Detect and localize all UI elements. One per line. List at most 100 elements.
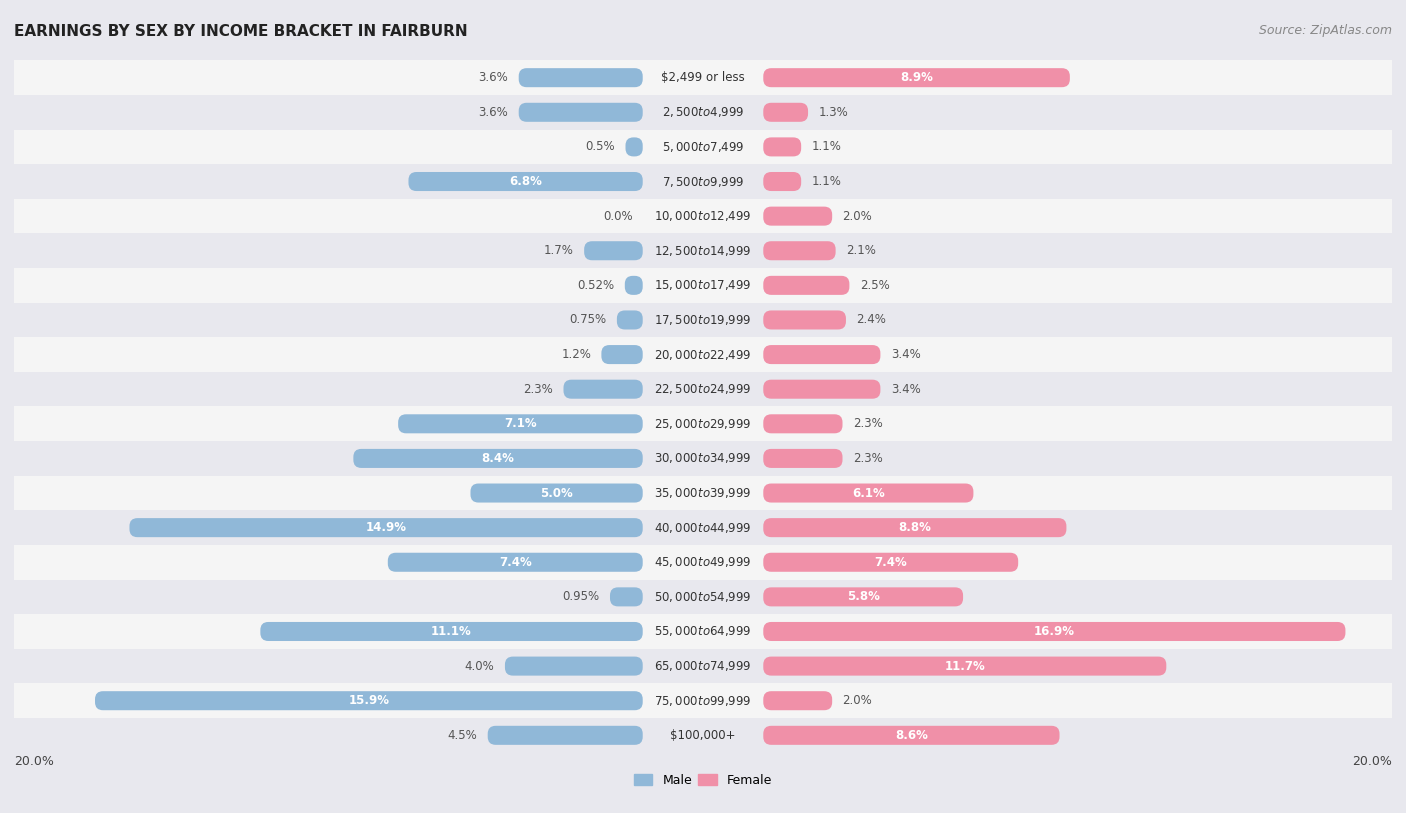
Bar xyxy=(14,476,1392,511)
Text: $55,000 to $64,999: $55,000 to $64,999 xyxy=(654,624,752,638)
Text: 0.75%: 0.75% xyxy=(569,314,606,327)
Text: Source: ZipAtlas.com: Source: ZipAtlas.com xyxy=(1258,24,1392,37)
FancyBboxPatch shape xyxy=(353,449,643,468)
Text: $20,000 to $22,499: $20,000 to $22,499 xyxy=(654,348,752,362)
Text: $35,000 to $39,999: $35,000 to $39,999 xyxy=(654,486,752,500)
Text: $25,000 to $29,999: $25,000 to $29,999 xyxy=(654,417,752,431)
Text: 1.3%: 1.3% xyxy=(818,106,848,119)
FancyBboxPatch shape xyxy=(763,553,1018,572)
Text: 8.8%: 8.8% xyxy=(898,521,931,534)
Text: $2,499 or less: $2,499 or less xyxy=(661,72,745,85)
Text: 3.4%: 3.4% xyxy=(891,383,921,396)
FancyBboxPatch shape xyxy=(763,102,808,122)
Text: 3.4%: 3.4% xyxy=(891,348,921,361)
Bar xyxy=(14,406,1392,441)
FancyBboxPatch shape xyxy=(564,380,643,398)
Text: 2.0%: 2.0% xyxy=(842,694,872,707)
Bar xyxy=(14,649,1392,684)
FancyBboxPatch shape xyxy=(763,657,1167,676)
Bar xyxy=(14,268,1392,302)
Text: $22,500 to $24,999: $22,500 to $24,999 xyxy=(654,382,752,396)
Bar xyxy=(14,614,1392,649)
FancyBboxPatch shape xyxy=(763,207,832,226)
FancyBboxPatch shape xyxy=(409,172,643,191)
FancyBboxPatch shape xyxy=(583,241,643,260)
Text: 11.1%: 11.1% xyxy=(432,625,472,638)
Text: 4.0%: 4.0% xyxy=(465,659,495,672)
FancyBboxPatch shape xyxy=(763,345,880,364)
FancyBboxPatch shape xyxy=(626,137,643,156)
FancyBboxPatch shape xyxy=(763,311,846,329)
Text: 5.8%: 5.8% xyxy=(846,590,880,603)
Text: 1.1%: 1.1% xyxy=(811,141,841,154)
FancyBboxPatch shape xyxy=(519,102,643,122)
FancyBboxPatch shape xyxy=(519,68,643,87)
Text: $5,000 to $7,499: $5,000 to $7,499 xyxy=(662,140,744,154)
Text: $7,500 to $9,999: $7,500 to $9,999 xyxy=(662,175,744,189)
Text: 3.6%: 3.6% xyxy=(478,72,509,85)
Text: 20.0%: 20.0% xyxy=(1353,755,1392,768)
Text: 2.1%: 2.1% xyxy=(846,244,876,257)
FancyBboxPatch shape xyxy=(602,345,643,364)
Text: 2.3%: 2.3% xyxy=(523,383,553,396)
Text: 11.7%: 11.7% xyxy=(945,659,986,672)
Text: 0.95%: 0.95% xyxy=(562,590,599,603)
Text: 2.5%: 2.5% xyxy=(859,279,890,292)
FancyBboxPatch shape xyxy=(763,622,1346,641)
Text: EARNINGS BY SEX BY INCOME BRACKET IN FAIRBURN: EARNINGS BY SEX BY INCOME BRACKET IN FAI… xyxy=(14,24,468,39)
Bar xyxy=(14,233,1392,268)
Text: 1.7%: 1.7% xyxy=(544,244,574,257)
Text: 0.5%: 0.5% xyxy=(585,141,616,154)
FancyBboxPatch shape xyxy=(763,276,849,295)
Text: $40,000 to $44,999: $40,000 to $44,999 xyxy=(654,520,752,535)
Text: 4.5%: 4.5% xyxy=(447,728,478,741)
Bar xyxy=(14,545,1392,580)
Text: $50,000 to $54,999: $50,000 to $54,999 xyxy=(654,590,752,604)
Text: $100,000+: $100,000+ xyxy=(671,728,735,741)
FancyBboxPatch shape xyxy=(505,657,643,676)
Text: $75,000 to $99,999: $75,000 to $99,999 xyxy=(654,693,752,707)
FancyBboxPatch shape xyxy=(763,449,842,468)
Bar xyxy=(14,718,1392,753)
FancyBboxPatch shape xyxy=(488,726,643,745)
FancyBboxPatch shape xyxy=(624,276,643,295)
Text: 2.3%: 2.3% xyxy=(853,417,883,430)
FancyBboxPatch shape xyxy=(388,553,643,572)
Bar xyxy=(14,441,1392,476)
Text: 2.0%: 2.0% xyxy=(842,210,872,223)
FancyBboxPatch shape xyxy=(96,691,643,711)
Bar xyxy=(14,95,1392,129)
Text: 8.9%: 8.9% xyxy=(900,72,934,85)
Bar xyxy=(14,199,1392,233)
FancyBboxPatch shape xyxy=(763,137,801,156)
Text: 6.8%: 6.8% xyxy=(509,175,543,188)
Bar xyxy=(14,372,1392,406)
FancyBboxPatch shape xyxy=(763,68,1070,87)
Bar xyxy=(14,164,1392,199)
Text: 7.1%: 7.1% xyxy=(505,417,537,430)
FancyBboxPatch shape xyxy=(763,241,835,260)
Text: 2.4%: 2.4% xyxy=(856,314,886,327)
Bar xyxy=(14,580,1392,614)
FancyBboxPatch shape xyxy=(471,484,643,502)
Text: 8.4%: 8.4% xyxy=(482,452,515,465)
FancyBboxPatch shape xyxy=(763,518,1066,537)
Bar xyxy=(14,129,1392,164)
Bar xyxy=(14,302,1392,337)
Text: $12,500 to $14,999: $12,500 to $14,999 xyxy=(654,244,752,258)
Text: 14.9%: 14.9% xyxy=(366,521,406,534)
Text: 20.0%: 20.0% xyxy=(14,755,53,768)
FancyBboxPatch shape xyxy=(260,622,643,641)
Text: $30,000 to $34,999: $30,000 to $34,999 xyxy=(654,451,752,465)
Text: 3.6%: 3.6% xyxy=(478,106,509,119)
FancyBboxPatch shape xyxy=(617,311,643,329)
Text: 5.0%: 5.0% xyxy=(540,486,574,499)
Text: 7.4%: 7.4% xyxy=(499,556,531,569)
Text: 16.9%: 16.9% xyxy=(1033,625,1074,638)
FancyBboxPatch shape xyxy=(398,415,643,433)
Bar xyxy=(14,337,1392,372)
FancyBboxPatch shape xyxy=(763,415,842,433)
FancyBboxPatch shape xyxy=(610,587,643,606)
Bar xyxy=(14,60,1392,95)
Text: $17,500 to $19,999: $17,500 to $19,999 xyxy=(654,313,752,327)
